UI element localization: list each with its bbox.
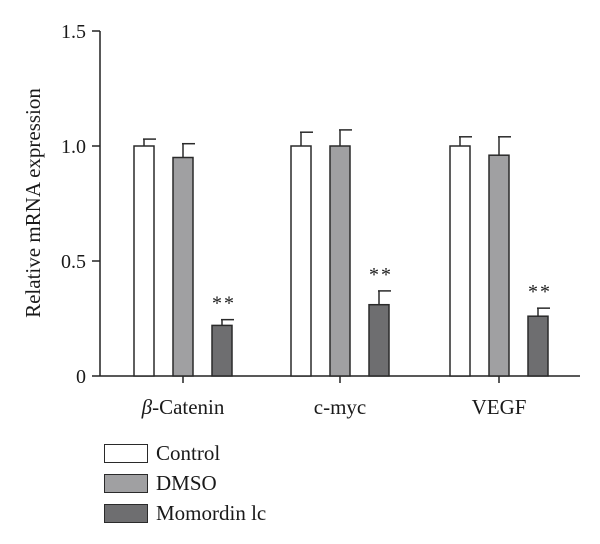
y-tick-label: 0.5 xyxy=(61,251,86,273)
y-tick-label: 0 xyxy=(76,366,86,388)
y-tick-label: 1.0 xyxy=(61,136,86,158)
significance-label: ** xyxy=(528,281,552,303)
y-axis: 0 0.5 1.0 1.5 xyxy=(61,21,101,388)
legend-swatch xyxy=(104,503,148,523)
category-label: c-myc xyxy=(314,395,366,419)
legend-item: DMSO xyxy=(104,468,266,498)
significance-label-group: ** ** ** xyxy=(212,264,552,315)
legend-item: Momordin lc xyxy=(104,498,266,528)
category-label-group: β-Catenin c-myc VEGF xyxy=(141,395,527,419)
legend-label: Momordin lc xyxy=(156,500,267,525)
y-axis-title: Relative mRNA expression xyxy=(21,88,45,318)
bar-dmso-2 xyxy=(488,154,510,377)
bar-control-0 xyxy=(133,145,155,377)
bar-momordin-lc-1 xyxy=(368,303,390,377)
legend-item: Control xyxy=(104,438,266,468)
bar-momordin-lc-0 xyxy=(211,324,233,377)
bar-dmso-0 xyxy=(172,156,194,377)
legend-label: DMSO xyxy=(156,470,217,495)
error-bar-group xyxy=(143,129,550,326)
bar-momordin-lc-2 xyxy=(527,315,549,377)
bar-series-group xyxy=(133,145,549,377)
legend-swatch xyxy=(104,473,148,493)
x-axis xyxy=(100,375,580,383)
bar-control-1 xyxy=(290,145,312,377)
legend: Control DMSO Momordin lc xyxy=(104,438,266,528)
category-label: β-Catenin xyxy=(141,395,225,419)
bar-dmso-1 xyxy=(329,145,351,377)
bar-control-2 xyxy=(449,145,471,377)
category-label: VEGF xyxy=(472,395,527,419)
y-tick-label: 1.5 xyxy=(61,21,86,43)
legend-swatch xyxy=(104,443,148,463)
significance-label: ** xyxy=(212,293,236,315)
significance-label: ** xyxy=(369,264,393,286)
legend-label: Control xyxy=(156,440,221,465)
